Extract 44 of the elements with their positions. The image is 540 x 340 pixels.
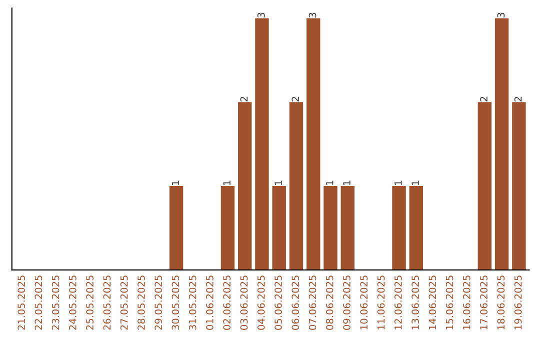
x-tick-label: 19.06.2025 (514, 276, 522, 330)
data-label: 2 (480, 96, 488, 102)
x-tick-label: 11.06.2025 (377, 276, 385, 330)
x-tick-label: 21.05.2025 (18, 276, 25, 330)
data-label: 3 (308, 12, 316, 18)
data-label: 1 (412, 180, 419, 185)
x-tick-label: 13.06.2025 (412, 276, 419, 330)
data-label: 3 (497, 12, 505, 18)
x-tick-label: 15.06.2025 (446, 276, 454, 330)
x-tick-label: 08.06.2025 (326, 276, 334, 330)
x-tick-label: 25.05.2025 (86, 276, 94, 330)
x-tick-label: 04.06.2025 (257, 276, 265, 330)
data-label: 2 (514, 96, 522, 102)
x-tick-label: 24.05.2025 (69, 276, 76, 330)
x-tick-label: 17.06.2025 (480, 276, 488, 330)
x-tick-label: 28.05.2025 (138, 276, 145, 330)
x-tick-label: 22.05.2025 (34, 276, 42, 330)
x-tick-label: 23.05.2025 (52, 276, 60, 330)
data-label: 1 (394, 180, 402, 185)
data-label: 1 (223, 180, 230, 185)
data-label: 2 (292, 96, 299, 102)
x-tick-label: 09.06.2025 (343, 276, 350, 330)
x-tick-label: 12.06.2025 (394, 276, 402, 330)
x-tick-label: 05.06.2025 (274, 276, 282, 330)
x-tick-label: 14.06.2025 (428, 276, 436, 330)
x-tick-label: 30.05.2025 (172, 276, 180, 330)
x-tick-label: 27.05.2025 (120, 276, 128, 330)
x-tick-label: 06.06.2025 (292, 276, 300, 330)
x-tick-label: 07.06.2025 (308, 276, 316, 330)
x-tick-label: 01.06.2025 (206, 276, 214, 330)
x-tick-label: 03.06.2025 (240, 276, 248, 330)
data-label: 1 (326, 180, 334, 185)
x-tick-label: 10.06.2025 (360, 276, 368, 330)
data-label: 2 (240, 96, 248, 102)
data-label: 1 (274, 180, 282, 185)
data-label: 3 (257, 12, 265, 18)
x-tick-label: 02.06.2025 (223, 276, 231, 330)
data-label: 1 (172, 180, 180, 185)
data-label: 1 (343, 180, 350, 185)
x-tick-label: 18.06.2025 (497, 276, 505, 330)
x-tick-label: 16.06.2025 (463, 276, 470, 330)
x-tick-label: 31.05.2025 (188, 276, 196, 330)
x-tick-label: 26.05.2025 (103, 276, 111, 330)
x-tick-label: 29.05.2025 (154, 276, 162, 330)
